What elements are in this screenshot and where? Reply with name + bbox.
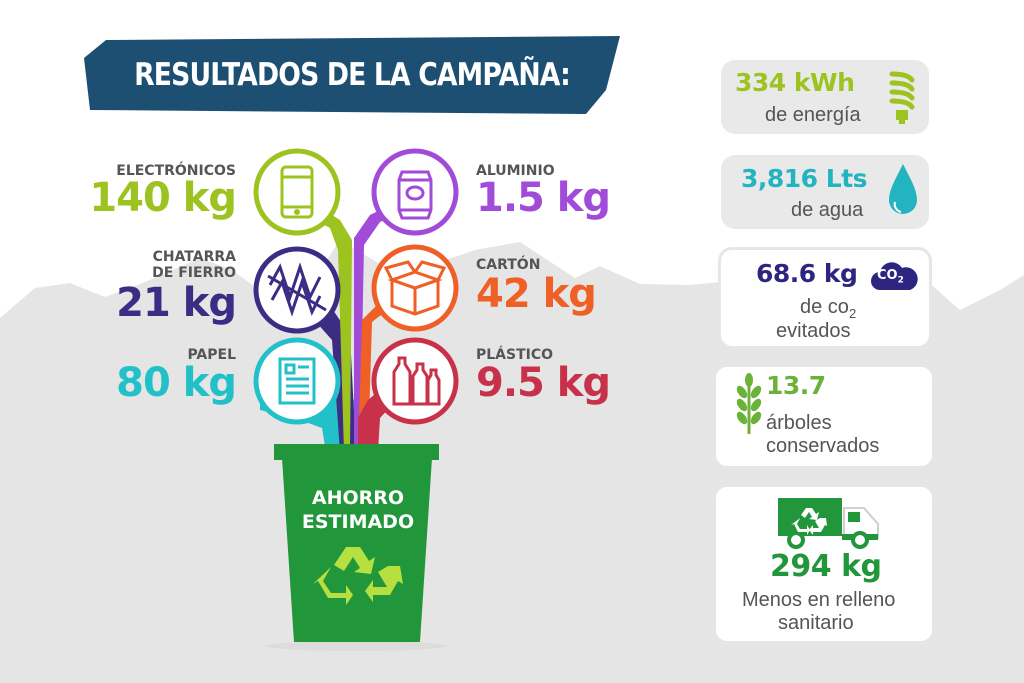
recycle-icon: [313, 547, 403, 605]
plastic-bottles-icon: [392, 356, 441, 406]
value-carton: 42 kg: [476, 271, 597, 317]
water-label: de agua: [791, 199, 864, 221]
label-carton: CARTÓN: [476, 257, 541, 273]
co2-label-line-2: evitados: [776, 320, 851, 342]
category-circle-papel: [253, 337, 341, 425]
energy-value: 334 kWh: [735, 68, 855, 97]
value-electronicos: 140 kg: [89, 175, 237, 221]
bin-label: AHORRO ESTIMADO: [282, 486, 434, 534]
bin-label-line-2: ESTIMADO: [301, 511, 415, 533]
label-chatarra: CHATARRA DE FIERRO: [80, 249, 236, 281]
label-chatarra-line-1: CHATARRA: [152, 249, 236, 265]
landfill-label-line-2: sanitario: [778, 612, 854, 634]
cardboard-box-icon: [383, 260, 447, 316]
energy-label: de energía: [765, 104, 861, 126]
value-chatarra: 21 kg: [116, 280, 237, 326]
label-plastico: PLÁSTICO: [476, 347, 554, 363]
energy-bulb-icon: [889, 71, 915, 124]
co2-badge-sub: 2: [897, 275, 904, 286]
value-plastico: 9.5 kg: [476, 360, 611, 406]
stem-electronicos: [290, 190, 352, 452]
co2-badge-text: CO2: [877, 269, 904, 288]
category-circle-aluminio: [371, 148, 459, 236]
value-aluminio: 1.5 kg: [476, 175, 611, 221]
recycling-truck-icon: [778, 498, 879, 549]
iron-scrap-icon: [267, 262, 327, 317]
category-circle-plastico: [371, 337, 459, 425]
label-papel: PAPEL: [187, 347, 236, 363]
label-chatarra-line-2: DE FIERRO: [152, 265, 236, 281]
stem-plastico: [358, 390, 420, 452]
soda-can-icon: [397, 170, 433, 220]
stem-chatarra: [262, 300, 356, 452]
wheat-icon: [736, 373, 762, 434]
co2-value: 68.6 kg: [756, 259, 858, 288]
trees-label-line-1: árboles: [766, 412, 832, 434]
water-drop-icon: [889, 164, 917, 214]
category-circle-chatarra: [253, 246, 341, 334]
value-papel: 80 kg: [116, 360, 237, 406]
trees-value: 13.7: [766, 371, 826, 400]
landfill-label-line-1: Menos en relleno: [742, 589, 896, 611]
title-banner: [84, 36, 620, 114]
recycling-tree-graphic: [253, 148, 459, 651]
recycling-bin: [266, 444, 446, 651]
bin-label-line-1: AHORRO: [311, 487, 405, 509]
water-value: 3,816 Lts: [741, 164, 868, 193]
landfill-value: 294 kg: [770, 549, 882, 584]
category-circle-electronicos: [253, 148, 341, 236]
page-title: RESULTADOS DE LA CAMPAÑA:: [134, 57, 571, 93]
category-circle-carton: [371, 244, 459, 332]
co2-cloud-icon: [871, 262, 918, 290]
co2-label: de co2: [800, 296, 856, 325]
co2-badge-main: CO: [877, 268, 898, 283]
document-icon: [278, 357, 316, 405]
label-aluminio: ALUMINIO: [476, 163, 555, 179]
smartphone-icon: [280, 165, 314, 219]
label-electronicos: ELECTRÓNICOS: [116, 163, 236, 179]
co2-label-text: de co: [800, 296, 849, 318]
co2-label-subscript: 2: [848, 306, 857, 321]
trees-label-line-2: conservados: [766, 435, 880, 457]
